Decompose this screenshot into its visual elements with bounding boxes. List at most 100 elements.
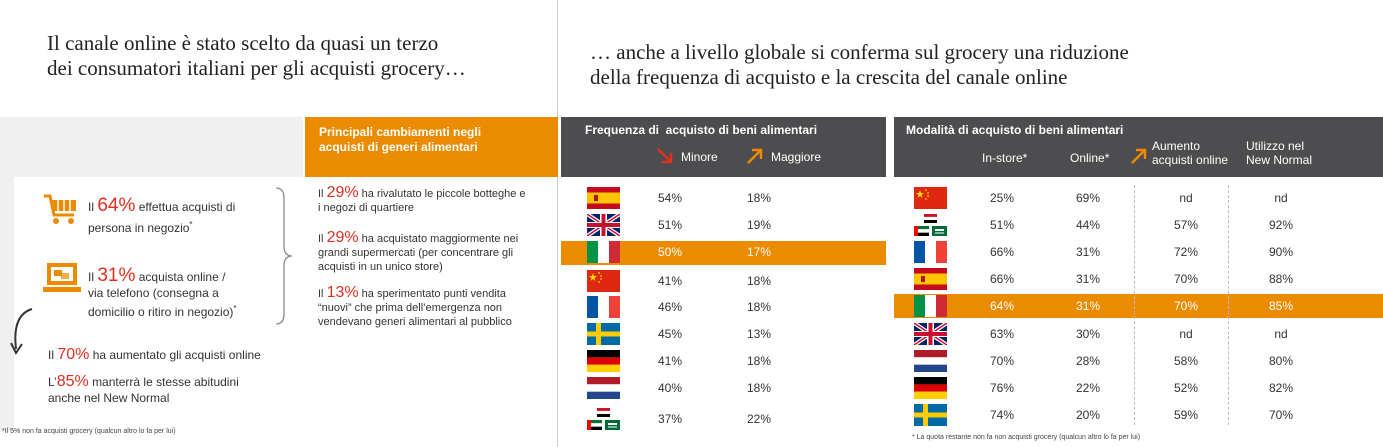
uk-flag bbox=[587, 214, 620, 236]
stat-online-increase: Il 70% ha aumentato gli acquisti online bbox=[48, 346, 298, 363]
mod-aumento-value: 57% bbox=[1173, 218, 1199, 232]
france-flag bbox=[587, 296, 620, 318]
freq-minore-value: 40% bbox=[657, 381, 683, 395]
left-grey-band bbox=[0, 117, 303, 177]
change-3-line1: ha sperimentato punti vendita bbox=[361, 288, 506, 300]
mod-utilizzo-value: 92% bbox=[1268, 218, 1294, 232]
stat-newnormal-pre: L’ bbox=[48, 375, 57, 389]
change-2-pre: Il bbox=[318, 233, 324, 245]
stat-online-text2: via telefono (consegna a bbox=[88, 286, 219, 300]
mod-utilizzo-value: 88% bbox=[1268, 272, 1294, 286]
changes-header-line1: Principali cambiamenti negli bbox=[319, 125, 482, 139]
col-aumento-line2: acquisti online bbox=[1152, 153, 1229, 167]
right-title-line2: della frequenza di acquisto e la crescit… bbox=[590, 65, 1068, 89]
curved-arrow-icon bbox=[8, 305, 38, 360]
germany-flag bbox=[587, 350, 620, 372]
freq-maggiore-value: 18% bbox=[746, 274, 772, 288]
stat-instore: Il 64% effettua acquisti di persona in n… bbox=[88, 196, 268, 237]
mod-aumento-value: 70% bbox=[1173, 272, 1199, 286]
mod-instore-value: 63% bbox=[989, 327, 1015, 341]
mod-header-title: Modalità di acquisto di beni alimentari bbox=[906, 123, 1124, 137]
freq-maggiore-value: 17% bbox=[746, 245, 772, 259]
arrow-down-right-icon bbox=[656, 147, 674, 170]
mod-online-value: 31% bbox=[1075, 272, 1101, 286]
mod-utilizzo-value: 82% bbox=[1268, 381, 1294, 395]
left-title: Il canale online è stato scelto da quasi… bbox=[47, 31, 547, 81]
china-flag bbox=[587, 270, 620, 292]
change-2-line2: grandi supermercati (per concentrare gli bbox=[318, 247, 514, 259]
change-2-value: 29% bbox=[326, 229, 359, 246]
italy-flag bbox=[914, 295, 947, 317]
col-utilizzo: Utilizzo nel New Normal bbox=[1246, 139, 1312, 167]
stat-newnormal-value: 85% bbox=[56, 373, 89, 390]
mod-instore-value: 51% bbox=[989, 218, 1015, 232]
freq-maggiore-value: 18% bbox=[746, 381, 772, 395]
freq-maggiore-value: 19% bbox=[746, 218, 772, 232]
mod-utilizzo-value: 80% bbox=[1268, 354, 1294, 368]
mod-aumento-value: 72% bbox=[1173, 245, 1199, 259]
spain-flag bbox=[914, 268, 947, 290]
stat-new-normal: L’85% manterrà le stesse abitudini anche… bbox=[48, 374, 298, 406]
right-title: … anche a livello globale si conferma su… bbox=[590, 40, 1370, 90]
mod-online-value: 28% bbox=[1075, 354, 1101, 368]
change-item-2: Il 29% ha acquistato maggiormente nei gr… bbox=[318, 229, 553, 274]
laptop-icon bbox=[42, 261, 82, 297]
left-title-line1: Il canale online è stato scelto da quasi… bbox=[47, 31, 439, 55]
freq-table-header: Frequenza di acquisto di beni alimentari… bbox=[561, 117, 886, 177]
section-divider bbox=[557, 0, 558, 447]
mod-online-value: 31% bbox=[1075, 245, 1101, 259]
freq-maggiore-value: 18% bbox=[746, 191, 772, 205]
mod-highlight-italy bbox=[894, 294, 1383, 318]
uk-flag bbox=[914, 323, 947, 345]
spain-flag bbox=[587, 187, 620, 209]
netherlands-flag bbox=[914, 350, 947, 372]
mod-utilizzo-value: 70% bbox=[1268, 408, 1294, 422]
netherlands-flag bbox=[587, 377, 620, 399]
mod-online-value: 31% bbox=[1075, 299, 1101, 313]
stat-instore-pre: Il bbox=[88, 200, 94, 214]
mod-aumento-value: 59% bbox=[1173, 408, 1199, 422]
stat-increase-pre: Il bbox=[48, 348, 54, 362]
france-flag bbox=[914, 241, 947, 263]
mod-online-value: 22% bbox=[1075, 381, 1101, 395]
change-2-line3: acquisti in un unico store) bbox=[318, 261, 443, 273]
freq-minore-value: 46% bbox=[657, 300, 683, 314]
col-maggiore: Maggiore bbox=[771, 150, 822, 164]
mod-online-value: 44% bbox=[1075, 218, 1101, 232]
mod-online-value: 30% bbox=[1075, 327, 1101, 341]
change-3-line2: “nuovi” che prima dell’emergenza non bbox=[318, 302, 503, 314]
stat-instore-text1: effettua acquisti di bbox=[138, 200, 236, 214]
freq-minore-value: 50% bbox=[657, 245, 683, 259]
mod-online-value: 20% bbox=[1075, 408, 1101, 422]
change-1-line2: i negozi di quartiere bbox=[318, 202, 415, 214]
mod-aumento-value: nd bbox=[1179, 191, 1193, 205]
stat-online-text3: domicilio o ritiro in negozio) bbox=[88, 305, 234, 319]
mod-utilizzo-value: 85% bbox=[1268, 299, 1294, 313]
left-title-line2: dei consumatori italiani per gli acquist… bbox=[47, 56, 466, 80]
shopping-cart-icon bbox=[42, 193, 80, 227]
col-utilizzo-line2: New Normal bbox=[1246, 153, 1313, 167]
sweden-flag bbox=[914, 404, 947, 426]
left-grey-column bbox=[0, 177, 14, 432]
sweden-flag bbox=[587, 323, 620, 345]
change-item-1: Il 29% ha rivalutato le piccole botteghe… bbox=[318, 184, 553, 215]
arrow-up-right-icon bbox=[746, 147, 764, 170]
mod-utilizzo-value: 90% bbox=[1268, 245, 1294, 259]
stat-newnormal-text1: manterrà le stesse abitudini bbox=[92, 375, 239, 389]
middle-east-flag bbox=[587, 408, 620, 430]
change-1-value: 29% bbox=[326, 184, 359, 201]
stat-increase-value: 70% bbox=[57, 346, 90, 363]
freq-minore-value: 37% bbox=[657, 412, 683, 426]
col-online: Online* bbox=[1070, 151, 1110, 165]
change-2-line1: ha acquistato maggiormente nei bbox=[361, 233, 519, 245]
mod-separator-2 bbox=[1228, 185, 1229, 425]
changes-header: Principali cambiamenti negli acquisti di… bbox=[305, 117, 558, 177]
germany-flag bbox=[914, 377, 947, 399]
freq-maggiore-value: 18% bbox=[746, 354, 772, 368]
stat-online-sup: * bbox=[233, 304, 237, 313]
changes-header-line2: acquisti di generi alimentari bbox=[319, 140, 478, 154]
mod-utilizzo-value: nd bbox=[1274, 191, 1288, 205]
freq-minore-value: 41% bbox=[657, 354, 683, 368]
mod-separator-1 bbox=[1134, 185, 1135, 425]
freq-minore-value: 51% bbox=[657, 218, 683, 232]
